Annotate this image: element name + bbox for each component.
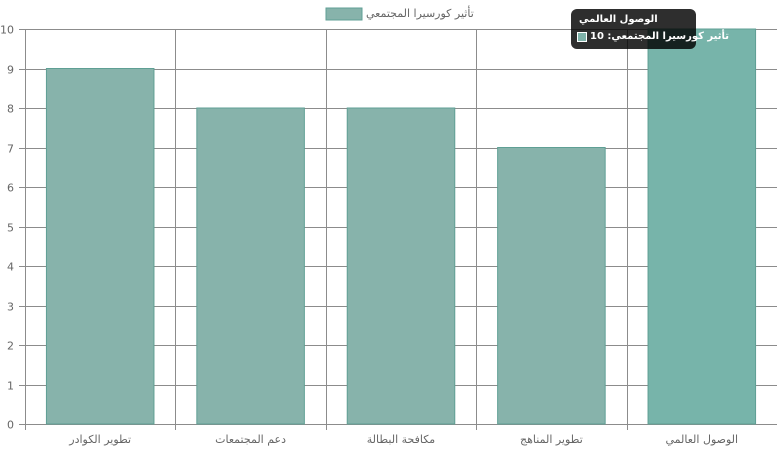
y-tick-label: 9 xyxy=(7,64,14,77)
tooltip: الوصول العالمي تأثير كورسيرا المجتمعي: 1… xyxy=(571,9,729,49)
y-tick-label: 6 xyxy=(7,182,14,195)
legend[interactable]: تأثير كورسيرا المجتمعي xyxy=(325,5,474,21)
y-tick-label: 5 xyxy=(7,222,14,235)
tooltip-title: الوصول العالمي xyxy=(579,14,658,25)
bar[interactable] xyxy=(497,147,606,425)
bar[interactable] xyxy=(346,107,456,425)
bar[interactable] xyxy=(196,107,305,425)
y-tick-label: 3 xyxy=(7,301,14,314)
x-tick-label: الوصول العالمي xyxy=(666,433,739,446)
y-tick-label: 1 xyxy=(7,380,14,393)
bar[interactable] xyxy=(45,68,155,425)
x-tick-label: مكافحة البطالة xyxy=(367,433,436,446)
y-tick-label: 4 xyxy=(7,261,14,274)
x-tick-label: تطوير المناهج xyxy=(520,433,583,446)
bars xyxy=(45,28,757,425)
y-tick-label: 10 xyxy=(0,24,14,37)
y-tick-label: 2 xyxy=(7,340,14,353)
legend-label: تأثير كورسيرا المجتمعي xyxy=(366,5,474,20)
y-tick-label: 0 xyxy=(7,419,14,432)
tooltip-label: تأثير كورسيرا المجتمعي: 10 xyxy=(590,31,729,42)
x-tick-label: دعم المجتمعات xyxy=(215,433,286,446)
tooltip-swatch xyxy=(577,31,587,42)
legend-swatch xyxy=(325,7,363,21)
axes: 0 1 2 3 4 5 6 7 8 9 10 تطوير الكوادر دعم المجتمعات مك… xyxy=(0,24,738,447)
tooltip-body: تأثير كورسيرا المجتمعي: 10 xyxy=(577,31,729,42)
x-tick-label: تطوير الكوادر xyxy=(68,433,131,446)
y-tick-label: 7 xyxy=(7,143,14,156)
y-tick-label: 8 xyxy=(7,103,14,116)
bar[interactable] xyxy=(647,28,757,425)
